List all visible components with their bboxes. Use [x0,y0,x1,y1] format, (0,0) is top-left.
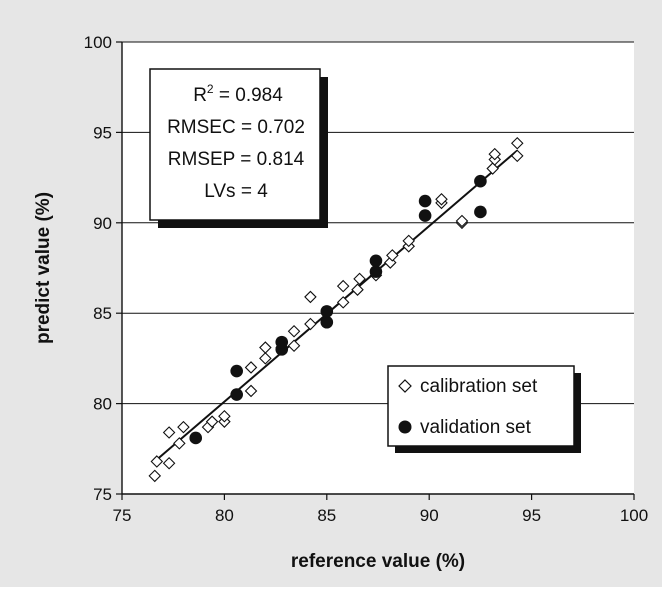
legend: calibration set validation set [388,366,581,453]
legend-validation-marker [399,421,412,434]
legend-calibration-label: calibration set [420,376,538,397]
validation-point [321,305,334,318]
validation-point [474,175,487,188]
y-tick-label: 95 [93,123,112,142]
rmsec-text: RMSEC = 0.702 [167,117,305,138]
validation-point [370,254,383,267]
y-axis-title: predict value (%) [33,192,54,344]
validation-point [419,195,432,208]
x-axis-title: reference value (%) [291,551,465,572]
x-tick-label: 100 [620,506,648,525]
y-tick-label: 75 [93,485,112,504]
validation-point [474,206,487,219]
validation-point [419,209,432,222]
validation-point [189,432,202,445]
x-tick-label: 75 [113,506,132,525]
validation-point [321,316,334,329]
validation-point [230,388,243,401]
validation-point [275,336,288,349]
validation-point [370,265,383,278]
lvs-text: LVs = 4 [204,181,268,202]
validation-point [230,365,243,378]
statistics-box: R2 = 0.984 RMSEC = 0.702 RMSEP = 0.814 L… [150,69,328,228]
rmsep-text: RMSEP = 0.814 [168,149,305,170]
x-tick-label: 95 [522,506,541,525]
x-tick-label: 80 [215,506,234,525]
r-squared-text: R2 = 0.984 [193,82,283,106]
x-tick-label: 85 [317,506,336,525]
x-tick-label: 90 [420,506,439,525]
y-tick-label: 90 [93,214,112,233]
y-tick-label: 85 [93,304,112,323]
y-tick-label: 80 [93,395,112,414]
y-tick-label: 100 [84,33,112,52]
legend-validation-label: validation set [420,417,532,438]
